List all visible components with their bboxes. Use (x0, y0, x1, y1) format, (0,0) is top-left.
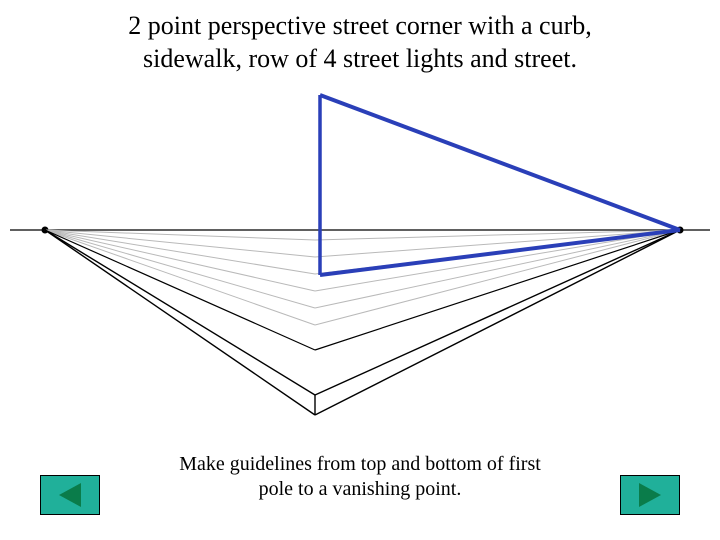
title-line-2: sidewalk, row of 4 street lights and str… (143, 44, 577, 73)
caption-line-1: Make guidelines from top and bottom of f… (179, 453, 541, 475)
arrow-right-icon (639, 483, 661, 507)
page-title: 2 point perspective street corner with a… (0, 10, 720, 75)
title-line-1: 2 point perspective street corner with a… (128, 11, 592, 40)
sidewalk-edges (45, 230, 680, 350)
next-button[interactable] (620, 475, 680, 515)
prev-button[interactable] (40, 475, 100, 515)
arrow-left-icon (59, 483, 81, 507)
perspective-diagram (0, 80, 720, 440)
caption: Make guidelines from top and bottom of f… (0, 452, 720, 502)
guideline-top (320, 95, 680, 230)
caption-line-2: pole to a vanishing point. (259, 478, 462, 500)
